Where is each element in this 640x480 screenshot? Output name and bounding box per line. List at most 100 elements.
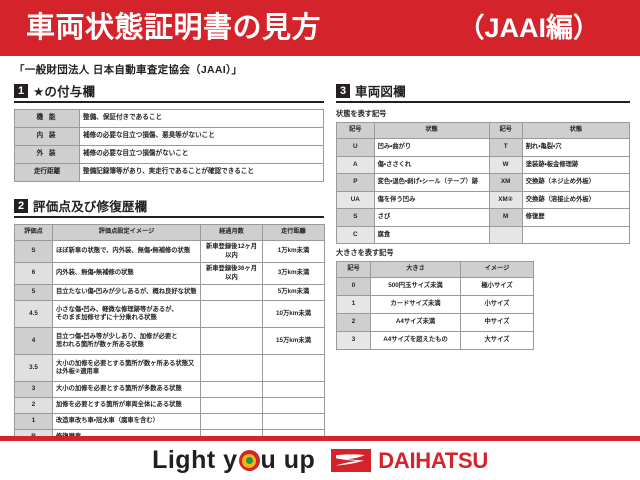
star-row-label: 内 装 [14, 127, 80, 146]
cell-state-left: 腐食 [373, 225, 490, 244]
page-footer: Light y u up DAIHATSU [0, 436, 640, 480]
section-3-number: 3 [336, 83, 350, 98]
cell-state-left: さび [373, 208, 490, 227]
cell-state-right: 修復歴 [521, 208, 631, 227]
daihatsu-wordmark: DAIHATSU [378, 447, 488, 473]
table-row: U 凹み・曲がり T 割れ・亀裂・穴 [336, 138, 631, 157]
cell-months: 新車登録後36ヶ月以内 [200, 262, 263, 285]
column-header-code-right: 記号 [488, 122, 523, 139]
cell-image: ほぼ新車の状態で、内外装、無傷・無補修の状態 [52, 240, 201, 263]
cell-image: 目立つ傷・凹み等が少しあり、加修が必要と 思われる箇所が数ヶ所ある状態 [52, 327, 201, 355]
table-row: 2 A4サイズ未満 中サイズ [336, 313, 534, 332]
cell-code-left: P [336, 173, 375, 192]
footer-branding: Light y u up DAIHATSU [0, 441, 640, 480]
table-row: 6 内外装、無傷・無補修の状態 新車登録後36ヶ月以内 3万km未満 [14, 262, 325, 285]
cell-image: 内外装、無傷・無補修の状態 [52, 262, 201, 285]
tagline-text-pre: Light y [152, 446, 238, 474]
cell-state-right: 交換跡（ネジ止め外板） [521, 173, 631, 192]
cell-distance: 3万km未満 [262, 262, 325, 285]
cell-score: 3.5 [14, 354, 53, 382]
right-column: 3 車両図欄 状態を表す記号 記号 状態 記号 状態 U 凹み・曲がり T 割れ… [324, 81, 631, 446]
cell-code-left: S [336, 208, 375, 227]
cell-distance: 5万km未満 [262, 284, 325, 301]
cell-size: A4サイズを超えたもの [370, 331, 461, 350]
column-header-image: 評価点設定イメージ [52, 224, 201, 241]
table-row: S ほぼ新車の状態で、内外装、無傷・無補修の状態 新車登録後12ヶ月以内 1万k… [14, 240, 325, 263]
table-row: 1 カードサイズ未満 小サイズ [336, 295, 534, 314]
state-symbols-subheading: 状態を表す記号 [336, 109, 387, 118]
table-header-row: 評価点 評価点設定イメージ 経過月数 走行距離 [14, 224, 325, 241]
cell-score: 4.5 [14, 300, 53, 328]
cell-code-right: T [488, 138, 523, 157]
cell-state-right: 交換跡（溶接止め外板） [521, 190, 631, 209]
table-row: 4 目立つ傷・凹み等が少しあり、加修が必要と 思われる箇所が数ヶ所ある状態 15… [14, 327, 325, 355]
cell-distance [262, 397, 325, 414]
column-header-distance: 走行距離 [262, 224, 325, 241]
cell-code-left: C [336, 225, 375, 244]
cell-code-left: UA [336, 190, 375, 209]
page-title: 車両状態証明書の見方 [26, 11, 322, 44]
cell-months [200, 327, 263, 355]
table-row: 3 A4サイズを超えたもの 大サイズ [336, 331, 534, 350]
cell-score: 5 [14, 284, 53, 301]
cell-score: 4 [14, 327, 53, 355]
table-row: 5 目立たない傷・凹みが少しあるが、概ね良好な状態 5万km未満 [14, 284, 325, 301]
state-symbol-table: 記号 状態 記号 状態 U 凹み・曲がり T 割れ・亀裂・穴 A 傷・ささくれ … [336, 122, 631, 244]
cell-months [200, 381, 263, 398]
cell-distance: 1万km未満 [262, 240, 325, 263]
page-title-edition: （JAAI編） [457, 12, 600, 43]
cell-image: 改造車改ち車・冠水車（腐車を含む） [52, 413, 201, 430]
table-row: UA 傷を伴う凹み XM② 交換跡（溶接止め外板） [336, 190, 631, 209]
cell-score: 3 [14, 381, 53, 398]
cell-state-left: 傷・ささくれ [373, 155, 490, 174]
cell-state-left: 凹み・曲がり [373, 138, 490, 157]
cell-size-code: 2 [336, 313, 371, 332]
cell-distance: 15万km未満 [262, 327, 325, 355]
star-row-label: 外 装 [14, 145, 80, 164]
cell-distance [262, 413, 325, 430]
section-1-heading: 1 ★の付与欄 [14, 81, 324, 103]
column-header-code-left: 記号 [336, 122, 375, 139]
table-row: 3.5 大小の加修を必要とする箇所が数ヶ所ある状態又 は外板②適用車 [14, 354, 325, 382]
star-row-text: 整備記録簿等があり、実走行であることが確認できること [79, 163, 324, 182]
table-row: 外 装 補修の必要な目立つ損傷がないこと [14, 145, 324, 164]
cell-code-left: A [336, 155, 375, 174]
cell-state-right [521, 225, 631, 244]
cell-code-right: XM② [488, 190, 523, 209]
cell-code-right: W [488, 155, 523, 174]
column-header-state-right: 状態 [521, 122, 631, 139]
cell-image: 大小の加修を必要とする箇所が多数ある状態 [52, 381, 201, 398]
table-row: 内 装 補修の必要な目立つ損傷、悪臭等がないこと [14, 127, 324, 146]
cell-size-code: 1 [336, 295, 371, 314]
cell-months [200, 300, 263, 328]
cell-image: 小さな傷・凹み、軽微な修理跡等があるが、 そのまま加修せずに十分乗れる状態 [52, 300, 201, 328]
cell-code-right [488, 225, 523, 244]
section-3-title: 車両図欄 [355, 85, 406, 99]
cell-months [200, 397, 263, 414]
footer-divider [0, 436, 640, 441]
column-header-score: 評価点 [14, 224, 53, 241]
table-row: S さび M 修復歴 [336, 208, 631, 227]
cell-score: 6 [14, 262, 53, 285]
size-symbols-subheading: 大きさを表す記号 [336, 248, 394, 257]
column-header-state-left: 状態 [373, 122, 490, 139]
cell-image: 加修を必要とする箇所が車両全体にある状態 [52, 397, 201, 414]
star-row-text: 補修の必要な目立つ損傷、悪臭等がないこと [79, 127, 324, 146]
section-2-number: 2 [14, 198, 28, 213]
cell-size: 500円玉サイズ未満 [370, 277, 461, 296]
cell-months: 新車登録後12ヶ月以内 [200, 240, 263, 263]
column-header-size: 大きさ [370, 261, 461, 278]
table-row: C 腐食 [336, 225, 631, 244]
cell-size: A4サイズ未満 [370, 313, 461, 332]
cell-score: S [14, 240, 53, 263]
cell-code-left: U [336, 138, 375, 157]
table-row: 走行距離 整備記録簿等があり、実走行であることが確認できること [14, 163, 324, 182]
cell-score: 1 [14, 413, 53, 430]
column-header-size-image: イメージ [460, 261, 534, 278]
daihatsu-mark-icon [331, 449, 372, 472]
cell-distance [262, 381, 325, 398]
cell-image: 目立たない傷・凹みが少しあるが、概ね良好な状態 [52, 284, 201, 301]
table-row: 2 加修を必要とする箇所が車両全体にある状態 [14, 397, 325, 414]
tagline-light-you-up: Light y u up [152, 448, 315, 473]
section-2-heading: 2 評価点及び修復歴欄 [14, 196, 324, 218]
